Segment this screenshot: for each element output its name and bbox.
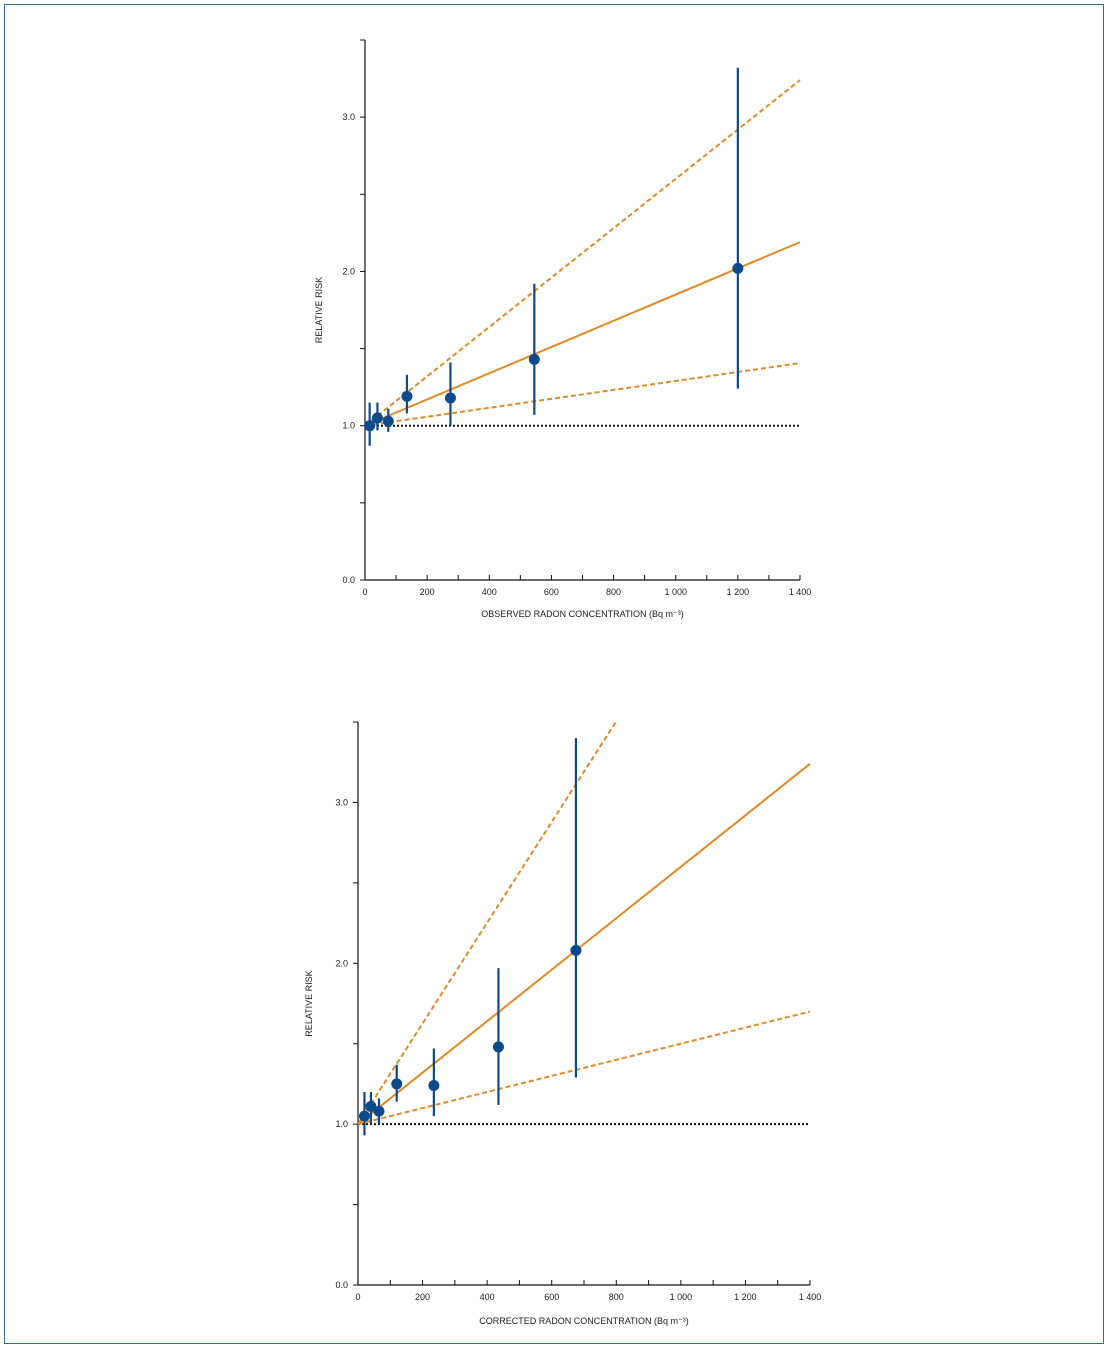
x-tick-label: 400 (482, 587, 497, 597)
x-tick-label: 1 000 (664, 587, 687, 597)
x-tick-label: 600 (544, 1292, 559, 1302)
data-point (428, 1080, 440, 1092)
data-point (444, 392, 456, 404)
upper-ci-dashed-line (364, 79, 801, 427)
data-point (492, 1041, 504, 1053)
x-tick-label: 800 (609, 1292, 624, 1302)
data-point (732, 262, 744, 274)
x-tick-label: 600 (544, 587, 559, 597)
y-tick-label: 3.0 (342, 112, 355, 122)
x-tick-label: 1 200 (727, 587, 750, 597)
y-tick-label: 0.0 (342, 575, 355, 585)
data-point (371, 412, 383, 424)
x-tick-label: 1 400 (799, 1292, 822, 1302)
x-tick-label: 0 (355, 1292, 360, 1302)
x-axis-title: OBSERVED RADON CONCENTRATION (Bq m⁻³) (481, 609, 683, 619)
y-axis-title: RELATIVE RISK (304, 970, 314, 1036)
lower-ci-dashed-line (357, 1010, 811, 1126)
x-tick-label: 200 (420, 587, 435, 597)
y-tick-label: 2.0 (342, 266, 355, 276)
upper-ci-dashed-line (357, 720, 618, 1125)
x-tick-label: 0 (362, 587, 367, 597)
data-point (401, 390, 413, 402)
figure-frame (4, 4, 1104, 1344)
y-tick-label: 0.0 (335, 1280, 348, 1290)
data-point (358, 1110, 370, 1122)
fitted-line (364, 241, 801, 427)
y-tick-label: 2.0 (335, 958, 348, 968)
data-point (382, 415, 394, 427)
fitted-line (357, 763, 811, 1125)
y-tick-label: 1.0 (335, 1119, 348, 1129)
chart-observed-radon: 0.0 1.0 2.0 3.0 0 200 400 600 800 1 000 1 200 1 400… (314, 39, 812, 619)
x-tick-label: 200 (415, 1292, 430, 1302)
data-point (391, 1078, 403, 1090)
data-point (373, 1105, 385, 1117)
data-point (364, 420, 376, 432)
y-tick-label: 1.0 (342, 421, 355, 431)
x-tick-label: 800 (606, 587, 621, 597)
data-point (365, 1100, 377, 1112)
y-axis-title: RELATIVE RISK (314, 277, 324, 343)
x-tick-label: 1 000 (670, 1292, 693, 1302)
y-tick-label: 3.0 (335, 797, 348, 807)
x-tick-label: 400 (480, 1292, 495, 1302)
x-tick-label: 1 200 (734, 1292, 757, 1302)
x-axis-title: CORRECTED RADON CONCENTRATION (Bq m⁻³) (479, 1316, 689, 1326)
x-tick-label: 1 400 (789, 587, 812, 597)
chart-corrected-radon: 0.0 1.0 2.0 3.0 0 200 400 600 800 1 000 1 200 1 400… (304, 720, 822, 1326)
lower-ci-dashed-line (364, 362, 801, 427)
data-point (570, 944, 582, 956)
data-point (528, 353, 540, 365)
